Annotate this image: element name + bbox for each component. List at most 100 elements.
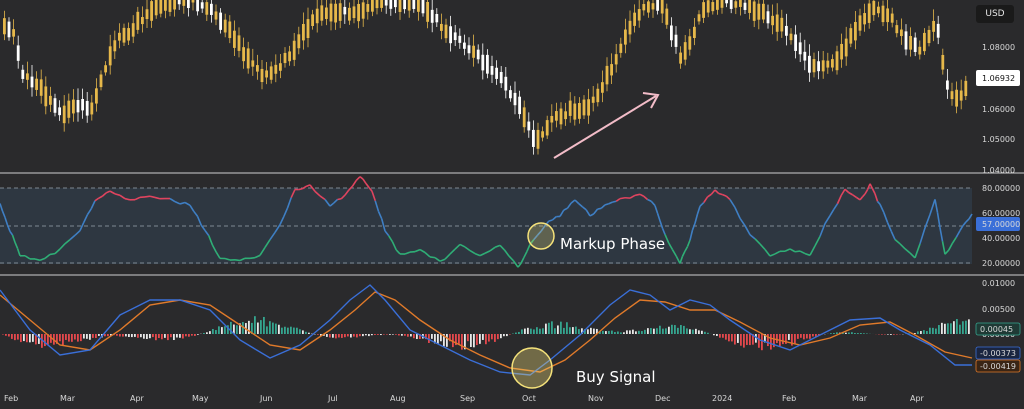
histogram-bar: [467, 334, 469, 342]
candle: [706, 0, 710, 18]
oscillator-segment: [224, 257, 231, 261]
histogram-bar: [569, 327, 571, 334]
histogram-bar: [326, 334, 328, 337]
oscillator-segment: [570, 199, 576, 204]
oscillator-segment: [90, 200, 96, 210]
oscillator-segment: [9, 230, 14, 236]
candle: [338, 0, 342, 29]
candle: [357, 0, 360, 29]
histogram-bar: [689, 329, 691, 334]
histogram-bar: [146, 334, 148, 340]
currency-badge[interactable]: USD: [976, 5, 1014, 23]
oscillator-segment: [852, 194, 857, 198]
histogram-bar: [329, 334, 331, 338]
histogram-bar: [212, 328, 214, 334]
oscillator-segment: [612, 200, 617, 203]
histogram-bar: [368, 334, 370, 337]
histogram-bar: [668, 326, 670, 334]
candle: [826, 52, 830, 74]
candle: [292, 32, 296, 67]
histogram-bar: [83, 334, 85, 339]
histogram-bar: [842, 332, 844, 334]
candle: [256, 54, 259, 80]
oscillator-segment: [551, 216, 557, 221]
histogram-bar: [476, 334, 478, 346]
oscillator-segment: [269, 232, 276, 241]
histogram-bar: [332, 334, 334, 338]
oscillator-segment: [359, 176, 364, 180]
histogram-bar: [353, 334, 355, 337]
histogram-bar: [182, 334, 184, 339]
oscillator-segment: [264, 239, 271, 248]
macd-tick-label: 0.01000: [982, 279, 1015, 288]
histogram-bar: [260, 320, 262, 334]
candle: [748, 0, 751, 20]
candle: [927, 25, 931, 47]
histogram-bar: [104, 334, 106, 337]
oscillator-segment: [196, 215, 202, 226]
histogram-bar: [806, 334, 808, 339]
histogram-bar: [386, 334, 388, 335]
candle: [918, 40, 922, 60]
histogram-bar: [122, 334, 124, 337]
oscillator-segment: [464, 246, 471, 252]
histogram-bar: [209, 331, 211, 334]
oscillator-segment: [634, 193, 641, 197]
candle: [495, 60, 498, 85]
candle: [159, 0, 163, 18]
oscillator-segment: [105, 190, 111, 194]
histogram-bar: [887, 334, 889, 335]
candle: [274, 54, 278, 83]
candle: [329, 0, 333, 31]
candle: [739, 0, 742, 16]
histogram-bar: [890, 334, 892, 335]
candle: [858, 8, 862, 36]
histogram-bar: [284, 326, 286, 334]
histogram-bar: [521, 329, 523, 334]
histogram-bar: [539, 328, 541, 334]
histogram-bar: [143, 334, 145, 339]
histogram-bar: [572, 327, 574, 334]
oscillator-segment: [204, 229, 210, 237]
histogram-bar: [32, 334, 34, 342]
histogram-bar: [518, 331, 520, 334]
oscillator-segment: [508, 255, 515, 262]
histogram-bar: [296, 327, 298, 334]
histogram-bar: [251, 322, 253, 334]
histogram-bar: [536, 327, 538, 334]
histogram-bar: [458, 334, 460, 345]
candle: [587, 88, 590, 124]
oscillator-value-label: 57.00000: [982, 220, 1020, 229]
histogram-bar: [947, 323, 949, 334]
candle: [605, 57, 609, 92]
candle: [371, 0, 374, 17]
oscillator-segment: [49, 252, 56, 256]
oscillator-segment: [604, 203, 609, 206]
candle: [959, 79, 963, 110]
candle: [941, 48, 945, 75]
candle: [522, 100, 526, 133]
candle: [780, 9, 784, 38]
oscillator-segment: [54, 248, 61, 255]
candle: [831, 54, 834, 72]
oscillator-segment: [619, 196, 626, 200]
histogram-bar: [752, 334, 754, 345]
histogram-bar: [581, 328, 583, 334]
histogram-bar: [632, 329, 634, 334]
oscillator-segment: [894, 238, 901, 245]
oscillator-segment: [703, 196, 709, 204]
candle: [789, 28, 793, 45]
candle: [348, 2, 351, 25]
histogram-bar: [683, 325, 685, 334]
oscillator-segment: [4, 217, 9, 226]
oscillator-segment: [886, 222, 892, 232]
histogram-bar: [593, 328, 595, 334]
histogram-bar: [227, 325, 229, 334]
histogram-bar: [614, 332, 616, 334]
signal-line: [0, 291, 973, 373]
oscillator-segment: [309, 184, 316, 192]
histogram-bar: [740, 334, 742, 346]
histogram-bar: [233, 324, 235, 334]
candle: [950, 82, 954, 106]
histogram-bar: [953, 321, 955, 334]
